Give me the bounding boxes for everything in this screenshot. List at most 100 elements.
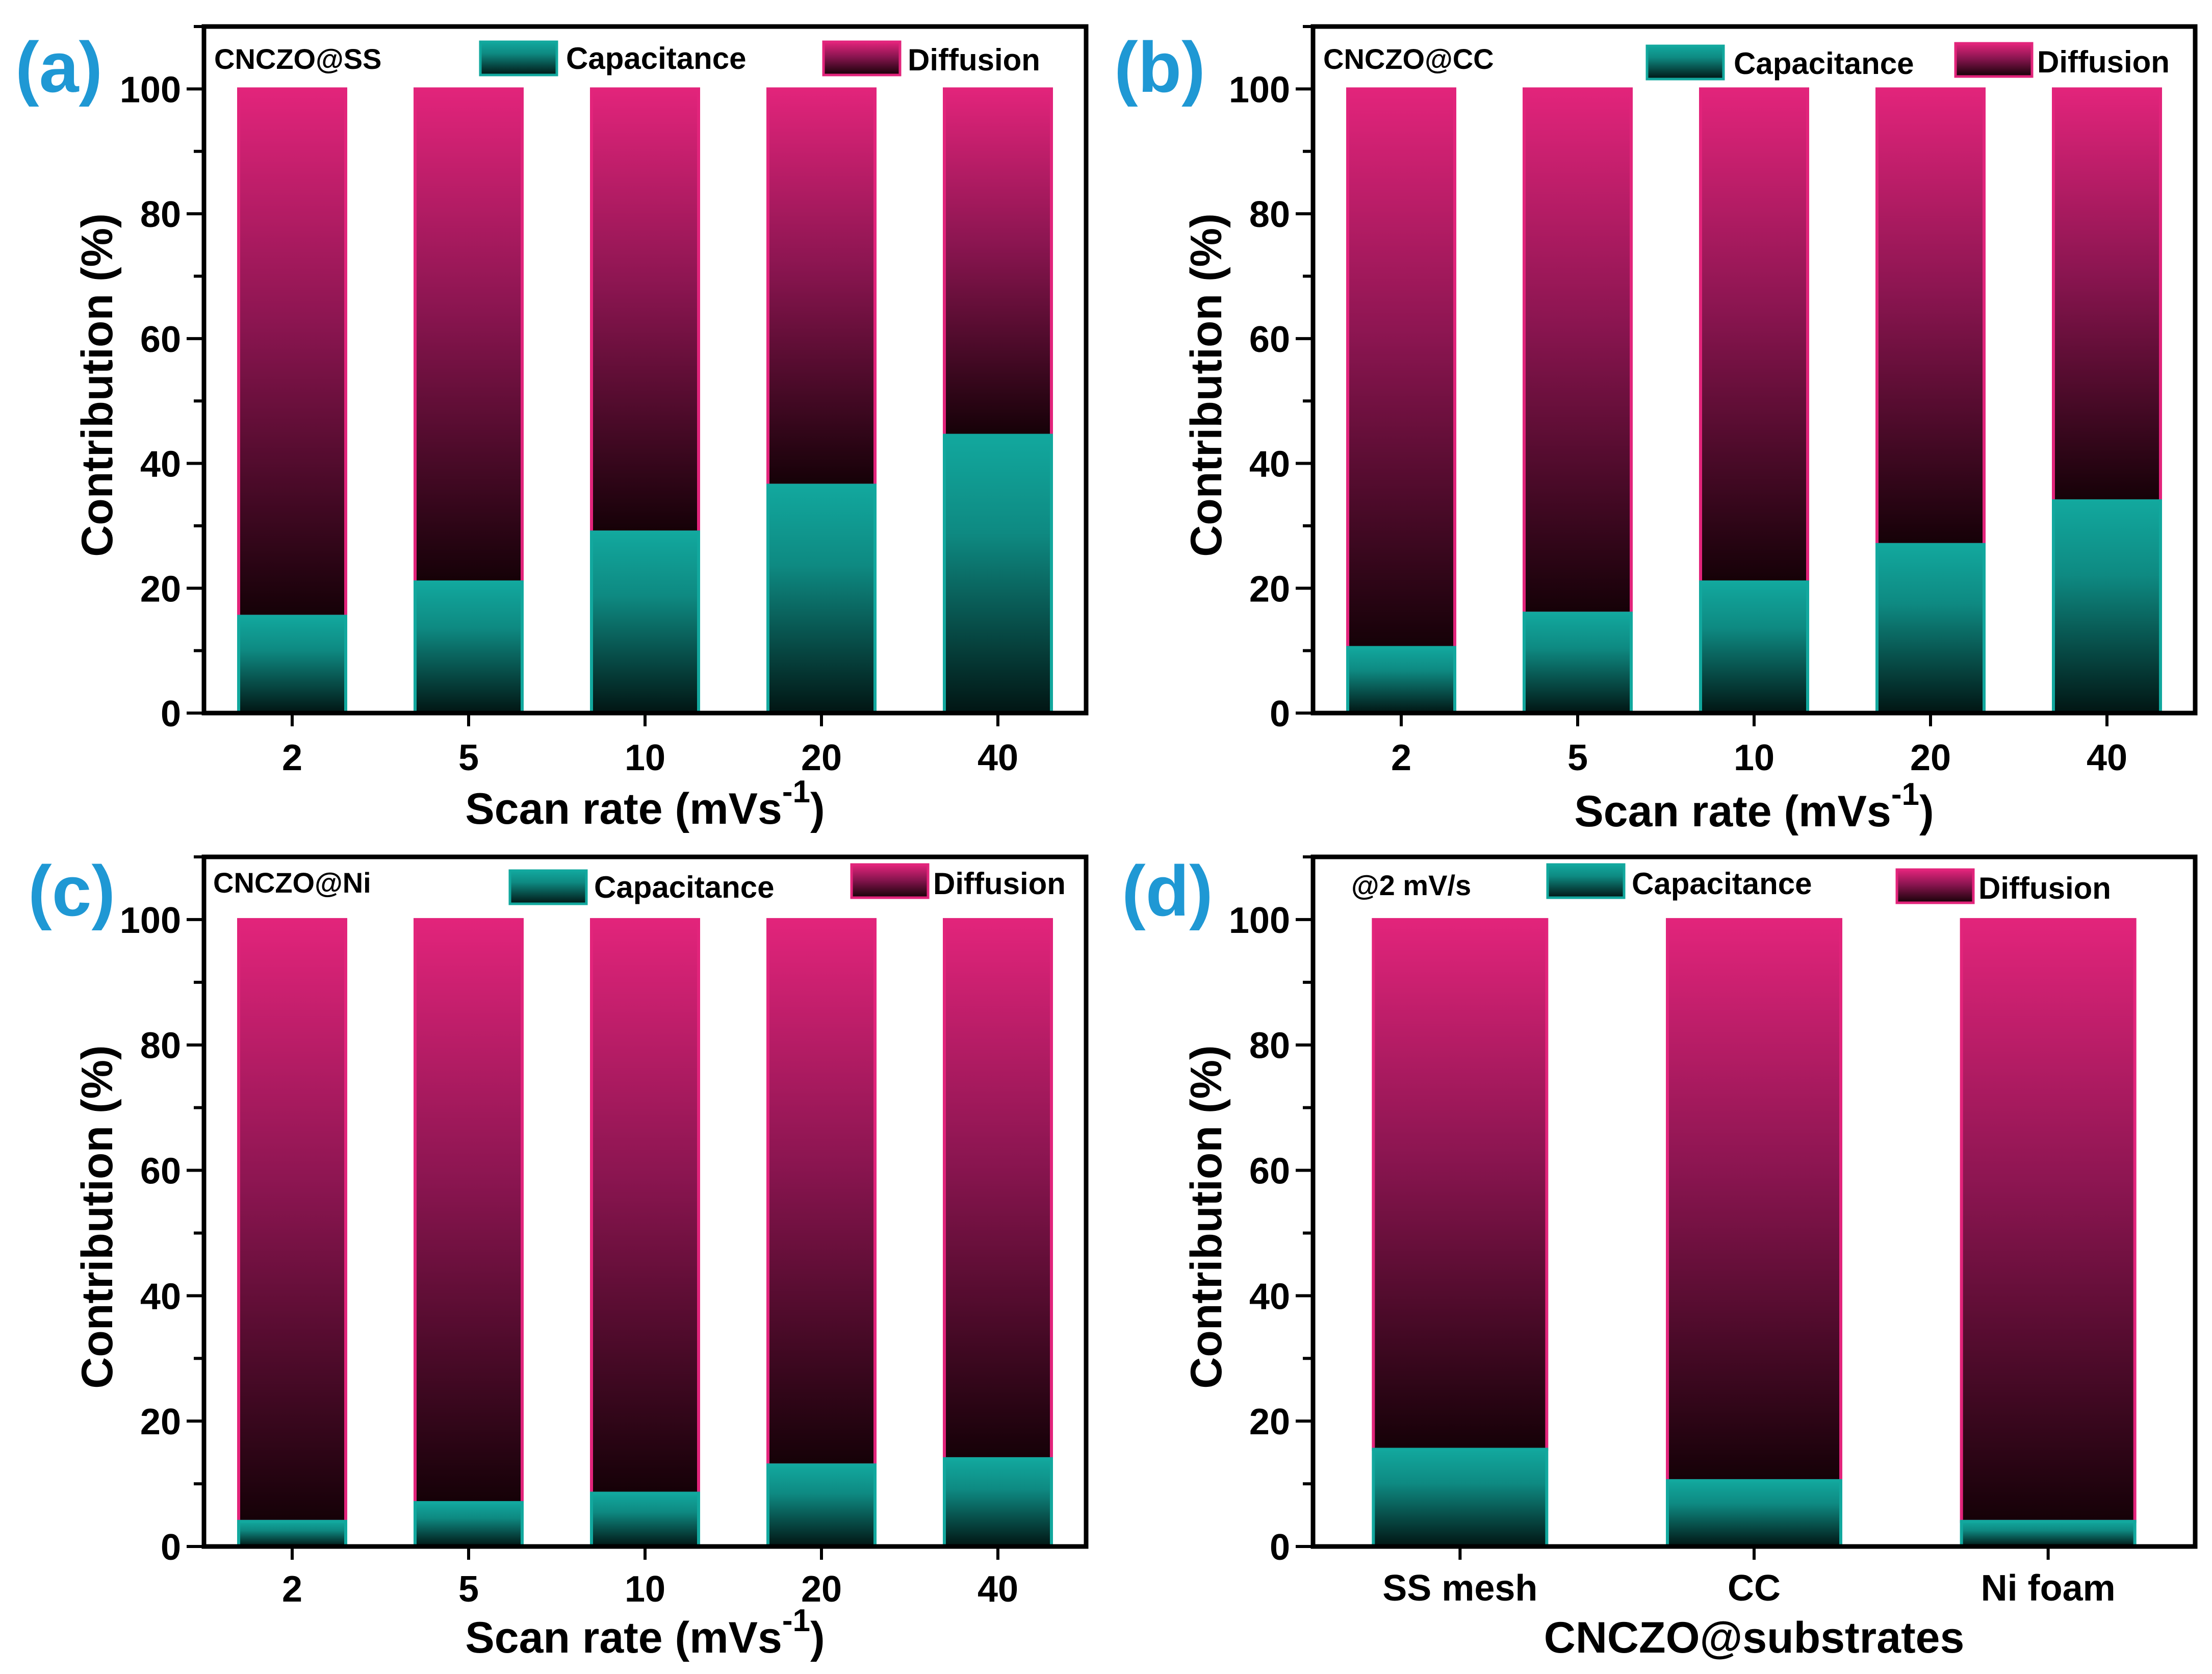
capacitance-bar: [237, 615, 347, 715]
capacitance-bar: [943, 1457, 1053, 1548]
diffusion-bar: [1523, 87, 1633, 615]
diffusion-bar: [414, 87, 524, 584]
legend-capacitance-label: Capacitance: [566, 41, 747, 75]
y-tick-label: 80: [140, 1026, 181, 1067]
diffusion-bar: [1666, 918, 1842, 1482]
capacitance-bar: [1372, 1448, 1549, 1549]
panel-letter: (a): [15, 27, 102, 107]
y-axis-title: Contribution (%): [73, 213, 122, 556]
y-tick-label: 40: [140, 444, 181, 485]
capacitance-bar: [1523, 612, 1633, 715]
y-tick-label: 100: [120, 900, 181, 941]
legend-capacitance-label: Capacitance: [1734, 46, 1914, 81]
x-axis-title: CNCZO@substrates: [1544, 1613, 1965, 1662]
x-axis-title-main: Scan rate (mVs: [465, 1613, 782, 1662]
x-axis-title-superscript: -1: [782, 774, 810, 809]
panel-c: 2 5 10 20 40 0 20 40 60 80 100 Contribution (%) Scan…: [28, 851, 1089, 1662]
capacitance-bar: [1875, 543, 1986, 715]
diffusion-bar: [590, 918, 700, 1495]
panel-b: 2 5 10 20 40 0 20 40 60 80 100 Contribution (%) Scan…: [1114, 24, 2198, 836]
diffusion-bar: [1346, 87, 1456, 649]
x-axis-title-superscript: -1: [1891, 777, 1919, 812]
sample-label: CNCZO@Ni: [213, 867, 371, 899]
diffusion-bar: [2052, 87, 2162, 502]
diffusion-bar: [943, 918, 1053, 1460]
panel-d: SS mesh CC Ni foam 0 20 40 60 80 100 Contribution…: [1122, 851, 2198, 1662]
x-axis-title-tail: ): [810, 1613, 825, 1662]
plot-frame: [1310, 854, 2198, 1549]
legend-diffusion-swatch: [1954, 42, 2034, 78]
x-tick-label: 20: [1910, 738, 1951, 778]
x-tick-label: Ni foam: [1981, 1568, 2116, 1609]
y-tick-label: 80: [1249, 1026, 1290, 1067]
legend-diffusion-label: Diffusion: [2037, 45, 2170, 79]
capacitance-bar: [766, 484, 877, 715]
diffusion-bar: [766, 918, 877, 1467]
sample-label: CNCZO@SS: [214, 43, 381, 75]
diffusion-bar: [766, 87, 877, 487]
diffusion-bar: [1372, 918, 1549, 1451]
sample-label: CNCZO@CC: [1323, 43, 1494, 75]
y-tick-label: 40: [140, 1276, 181, 1317]
x-tick-label: 10: [625, 738, 665, 778]
x-axis-title-superscript: -1: [782, 1603, 810, 1638]
x-axis-title-tail: ): [810, 784, 825, 833]
x-axis-title: Scan rate (mVs-1): [465, 774, 825, 833]
y-axis-title: Contribution (%): [73, 1045, 122, 1388]
legend-capacitance-label: Capacitance: [1632, 867, 1812, 901]
legend-diffusion-label: Diffusion: [933, 867, 1066, 901]
y-tick-label: 100: [1229, 900, 1290, 941]
x-tick-label: 2: [282, 1569, 302, 1610]
diffusion-bar: [414, 918, 524, 1504]
x-tick-label: 40: [978, 738, 1018, 778]
plot-frame: [1310, 24, 2198, 716]
capacitance-bar: [414, 1501, 524, 1548]
x-axis-title: Scan rate (mVs-1): [1574, 777, 1934, 836]
plot-frame: [201, 24, 1089, 716]
y-tick-label: 0: [161, 1527, 181, 1568]
x-axis-title-main: Scan rate (mVs: [1574, 787, 1891, 836]
y-tick-label: 100: [120, 69, 181, 110]
y-tick-label: 80: [140, 194, 181, 235]
sample-label: @2 mV/s: [1351, 869, 1471, 901]
plot-frame: [201, 854, 1089, 1549]
x-axis-title: Scan rate (mVs-1): [465, 1603, 825, 1662]
y-tick-label: 40: [1249, 1276, 1290, 1317]
y-tick-label: 60: [1249, 1151, 1290, 1192]
y-tick-label: 20: [1249, 1402, 1290, 1442]
y-tick-label: 60: [140, 319, 181, 360]
y-axis-title: Contribution (%): [1182, 213, 1231, 556]
panel-letter: (b): [1114, 27, 1205, 107]
y-tick-label: 60: [140, 1151, 181, 1192]
diffusion-bar: [237, 87, 347, 618]
x-tick-label: CC: [1728, 1568, 1781, 1609]
y-tick-label: 80: [1249, 194, 1290, 235]
capacitance-bar: [414, 580, 524, 715]
capacitance-bar: [1346, 646, 1456, 715]
legend-capacitance-swatch: [1546, 863, 1626, 899]
capacitance-bar: [237, 1519, 347, 1549]
diffusion-bar: [590, 87, 700, 534]
x-tick-label: 20: [801, 738, 842, 778]
x-tick-label: 40: [2087, 738, 2127, 778]
x-tick-label: 20: [801, 1569, 842, 1610]
x-axis-title-main: Scan rate (mVs: [465, 784, 782, 833]
capacitance-bar: [1666, 1479, 1842, 1549]
legend-diffusion-swatch: [822, 40, 902, 77]
legend-capacitance-label: Capacitance: [594, 870, 775, 904]
x-tick-label: 2: [1391, 738, 1411, 778]
x-tick-label: 10: [625, 1569, 665, 1610]
x-tick-label: 10: [1734, 738, 1774, 778]
x-tick-label: 5: [458, 738, 479, 778]
x-tick-label: SS mesh: [1382, 1568, 1537, 1609]
x-tick-label: 40: [978, 1569, 1018, 1610]
diffusion-bar: [1960, 918, 2137, 1523]
y-tick-label: 0: [1270, 1527, 1290, 1568]
x-tick-label: 5: [458, 1569, 479, 1610]
y-tick-label: 20: [1249, 569, 1290, 610]
diffusion-bar: [943, 87, 1053, 437]
legend-diffusion-label: Diffusion: [1978, 871, 2111, 905]
legend-diffusion-swatch: [1895, 868, 1975, 904]
capacitance-bar: [1699, 580, 1809, 715]
panel-letter: (d): [1122, 851, 1213, 931]
